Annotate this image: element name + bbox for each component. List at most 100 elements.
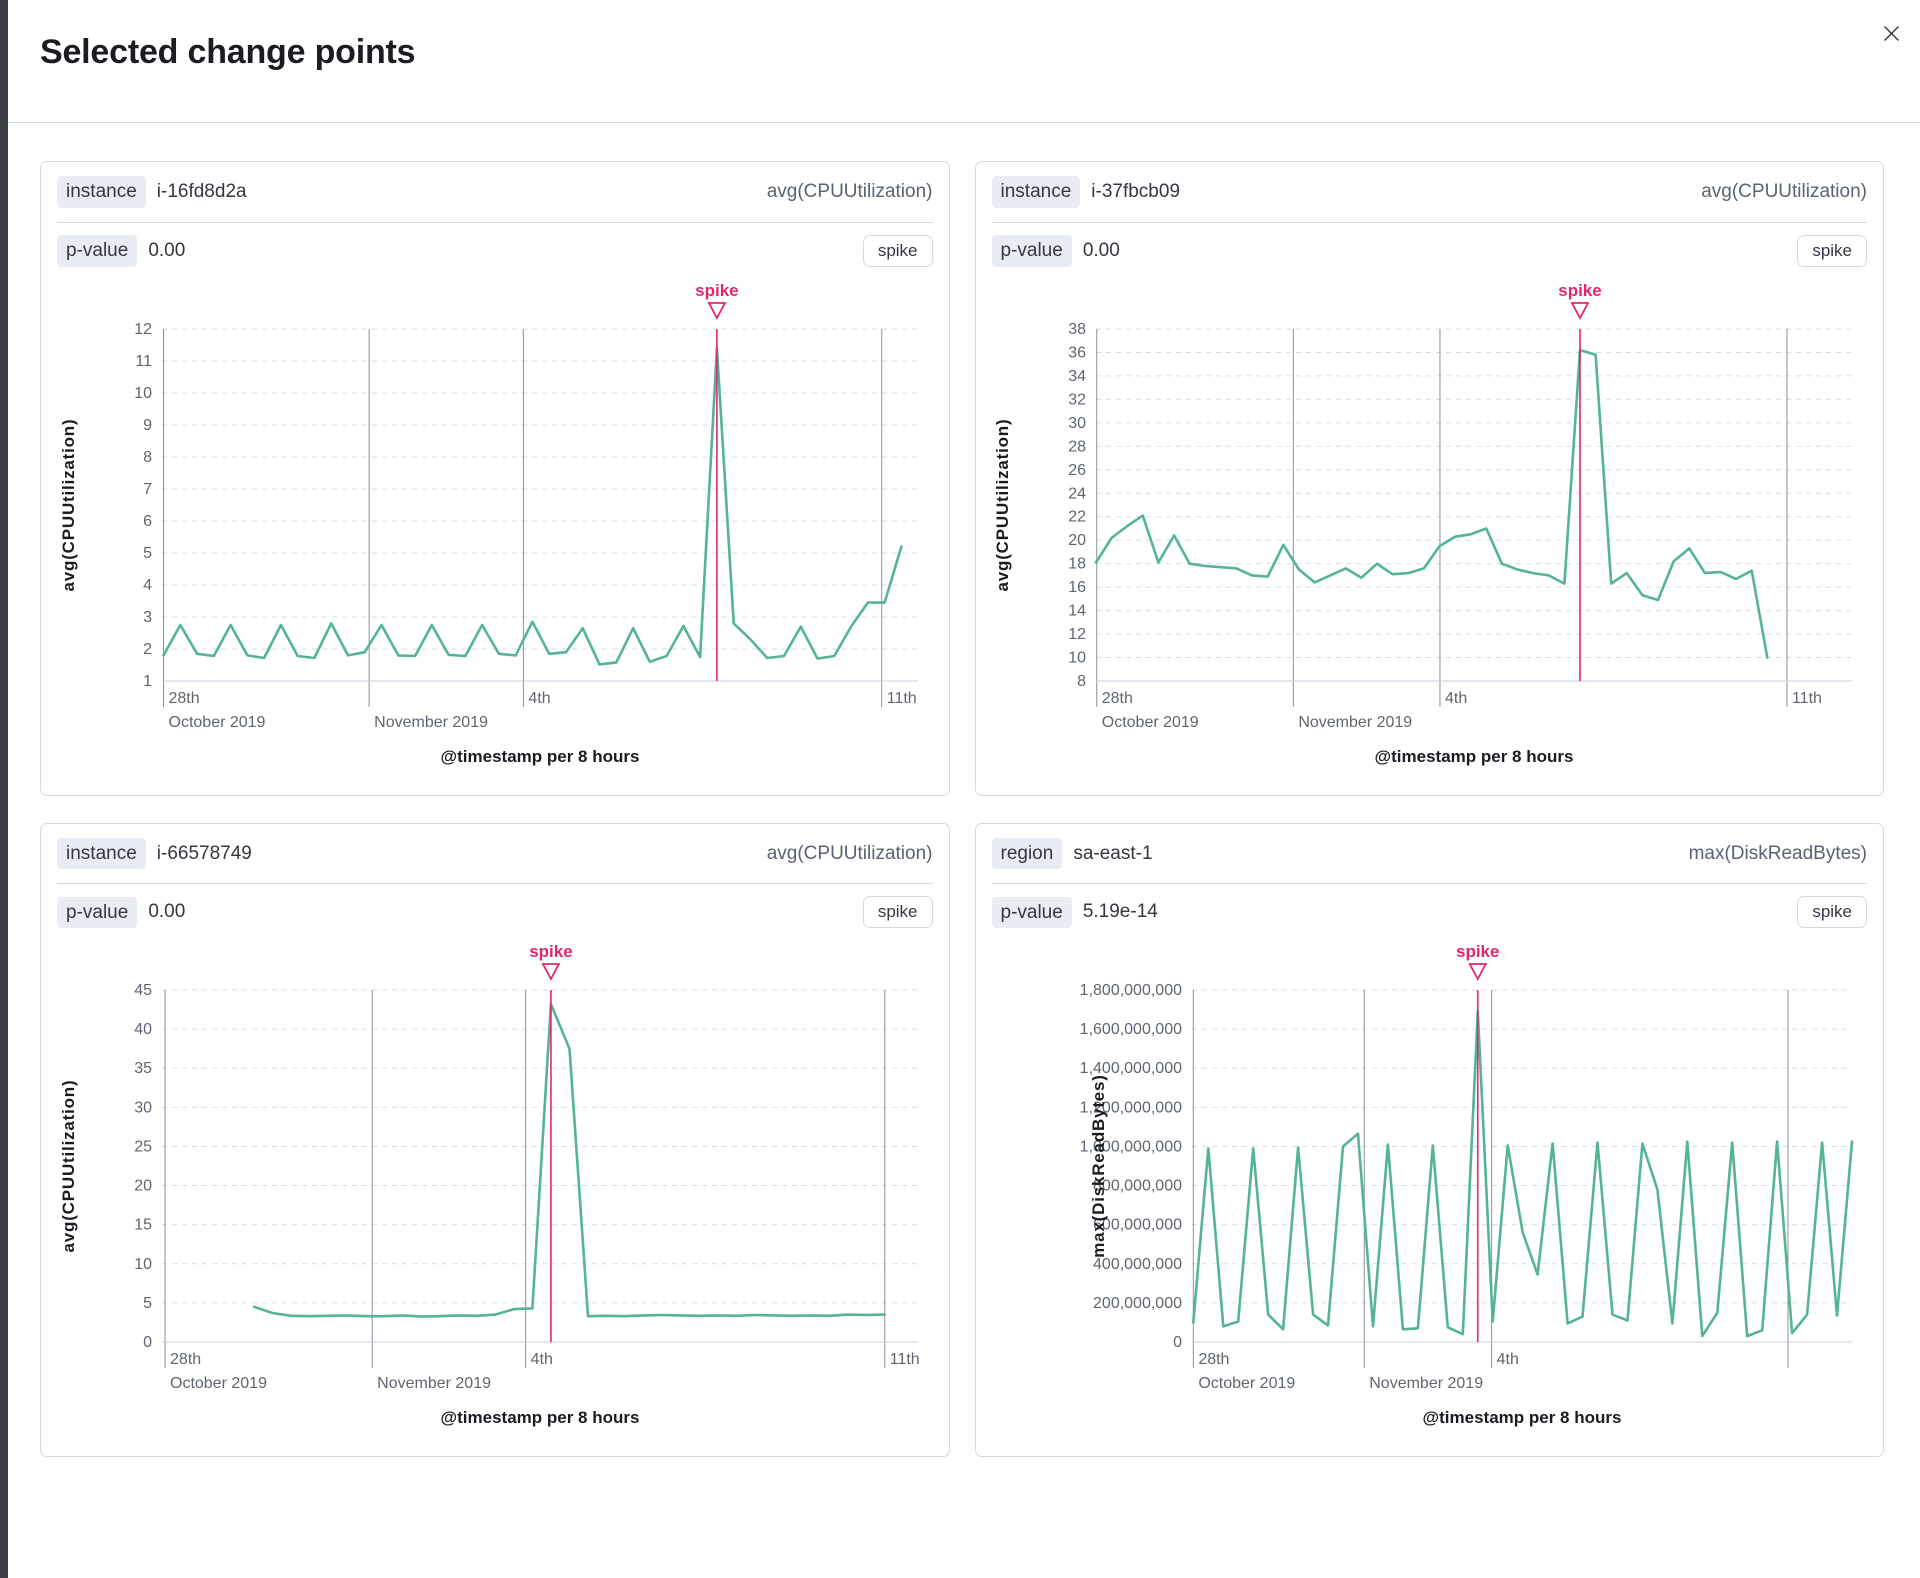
svg-text:9: 9 xyxy=(143,417,152,434)
page-title: Selected change points xyxy=(40,33,416,71)
svg-text:5: 5 xyxy=(143,545,152,562)
metric-label: avg(CPUUtilization) xyxy=(766,842,933,864)
svg-text:November 2019: November 2019 xyxy=(374,714,488,731)
close-button[interactable] xyxy=(1874,16,1908,50)
p-value: 5.19e-14 xyxy=(1082,901,1158,923)
svg-text:6: 6 xyxy=(143,513,152,530)
svg-text:November 2019: November 2019 xyxy=(1299,714,1413,731)
svg-text:28th: 28th xyxy=(1199,1351,1230,1368)
page-overlay-backdrop xyxy=(0,0,8,1578)
svg-text:32: 32 xyxy=(1068,391,1086,408)
svg-text:5: 5 xyxy=(143,1295,152,1312)
close-icon xyxy=(1883,25,1899,41)
svg-text:25: 25 xyxy=(134,1139,152,1156)
svg-text:12: 12 xyxy=(1068,626,1086,643)
svg-text:11: 11 xyxy=(135,353,152,370)
change-point-chart: 1 2 3 4 5 6 7 8 9 10 11 12 28th October 2019 November … xyxy=(41,273,949,773)
p-value-badge: p-value xyxy=(991,234,1072,267)
svg-text:spike: spike xyxy=(695,281,738,300)
svg-text:4th: 4th xyxy=(1445,690,1467,707)
svg-text:400,000,000: 400,000,000 xyxy=(1093,1256,1182,1273)
panel-divider xyxy=(57,883,933,885)
change-point-panel-1: instance i-16fd8d2a avg(CPUUtilization) … xyxy=(40,161,950,796)
svg-text:8: 8 xyxy=(143,449,152,466)
svg-text:@timestamp per 8 hours: @timestamp per 8 hours xyxy=(1375,747,1574,766)
svg-text:20: 20 xyxy=(1068,532,1086,549)
svg-text:20: 20 xyxy=(134,1178,152,1195)
p-value: 0.00 xyxy=(1082,239,1120,261)
svg-text:4th: 4th xyxy=(528,690,550,707)
change-point-chart: 0 200,000,000 400,000,000 600,000,000 800,00… xyxy=(976,934,1884,1434)
split-field-badge: instance xyxy=(57,837,146,870)
svg-text:38: 38 xyxy=(1068,321,1086,338)
svg-text:7: 7 xyxy=(143,481,152,498)
svg-text:10: 10 xyxy=(134,385,152,402)
svg-text:2: 2 xyxy=(143,641,152,658)
svg-text:11th: 11th xyxy=(1792,690,1822,707)
svg-text:28th: 28th xyxy=(170,1351,201,1368)
svg-text:28th: 28th xyxy=(168,690,199,707)
svg-text:11th: 11th xyxy=(889,1351,919,1368)
panel-header-row: instance i-37fbcb09 avg(CPUUtilization) xyxy=(976,162,1884,222)
change-point-panel-2: instance i-37fbcb09 avg(CPUUtilization) … xyxy=(974,161,1884,796)
p-value: 0.00 xyxy=(148,239,186,261)
svg-text:October 2019: October 2019 xyxy=(1199,1375,1296,1392)
svg-text:1,000,000,000: 1,000,000,000 xyxy=(1080,1139,1182,1156)
panel-subheader-row: p-value 5.19e-14 spike xyxy=(976,884,1884,932)
split-field-badge: instance xyxy=(991,176,1081,208)
svg-text:28: 28 xyxy=(1068,438,1086,455)
metric-label: avg(CPUUtilization) xyxy=(1701,180,1867,202)
change-point-panel-3: instance i-66578749 avg(CPUUtilization) … xyxy=(40,822,950,1458)
svg-text:30: 30 xyxy=(134,1100,152,1117)
svg-text:30: 30 xyxy=(1068,415,1086,432)
change-point-grid: instance i-16fd8d2a avg(CPUUtilization) … xyxy=(8,123,1920,1517)
svg-text:11th: 11th xyxy=(886,690,916,707)
svg-text:spike: spike xyxy=(1558,281,1601,300)
svg-text:10: 10 xyxy=(134,1256,152,1273)
svg-text:October 2019: October 2019 xyxy=(170,1375,267,1392)
change-type-button[interactable]: spike xyxy=(1797,234,1867,267)
change-type-button[interactable]: spike xyxy=(1797,896,1867,929)
metric-label: max(DiskReadBytes) xyxy=(1688,842,1867,864)
split-field-badge: instance xyxy=(57,176,146,208)
svg-text:600,000,000: 600,000,000 xyxy=(1093,1217,1182,1234)
svg-text:28th: 28th xyxy=(1102,690,1133,707)
svg-text:15: 15 xyxy=(134,1217,152,1234)
panel-divider xyxy=(991,883,1867,885)
change-type-button[interactable]: spike xyxy=(862,234,933,267)
svg-text:200,000,000: 200,000,000 xyxy=(1093,1295,1182,1312)
svg-text:35: 35 xyxy=(134,1061,152,1078)
svg-text:34: 34 xyxy=(1068,368,1086,385)
panel-subheader-row: p-value 0.00 spike xyxy=(41,884,949,932)
svg-text:avg(CPUUtilization): avg(CPUUtilization) xyxy=(59,1080,78,1253)
svg-text:4: 4 xyxy=(143,577,152,594)
split-field-value: sa-east-1 xyxy=(1073,842,1153,864)
svg-text:4th: 4th xyxy=(530,1351,552,1368)
svg-text:October 2019: October 2019 xyxy=(168,714,265,731)
svg-text:November 2019: November 2019 xyxy=(377,1375,491,1392)
p-value-badge: p-value xyxy=(57,896,138,929)
svg-text:26: 26 xyxy=(1068,462,1086,479)
change-point-chart: 0 5 10 15 20 25 30 35 40 45 28th October 2019 Novemb… xyxy=(41,934,949,1434)
p-value: 0.00 xyxy=(148,901,186,923)
svg-text:16: 16 xyxy=(1068,579,1086,596)
panel-divider xyxy=(991,221,1867,223)
metric-label: avg(CPUUtilization) xyxy=(766,180,933,202)
panel-subheader-row: p-value 0.00 spike xyxy=(976,223,1884,271)
change-type-button[interactable]: spike xyxy=(862,896,933,929)
svg-text:@timestamp per 8 hours: @timestamp per 8 hours xyxy=(1423,1408,1622,1427)
svg-text:0: 0 xyxy=(1173,1334,1182,1351)
split-field-value: i-16fd8d2a xyxy=(156,180,247,202)
svg-text:18: 18 xyxy=(1068,555,1086,572)
svg-text:spike: spike xyxy=(1456,942,1499,961)
svg-text:0: 0 xyxy=(143,1334,152,1351)
change-point-panel-4: region sa-east-1 max(DiskReadBytes) p-va… xyxy=(974,822,1884,1458)
change-points-flyout: Selected change points instance i-16fd8d… xyxy=(8,0,1920,1578)
svg-text:avg(CPUUtilization): avg(CPUUtilization) xyxy=(59,418,78,591)
svg-text:12: 12 xyxy=(134,321,152,338)
svg-text:avg(CPUUtilization): avg(CPUUtilization) xyxy=(993,418,1012,591)
svg-text:1,600,000,000: 1,600,000,000 xyxy=(1080,1022,1182,1039)
svg-text:800,000,000: 800,000,000 xyxy=(1093,1178,1182,1195)
p-value-badge: p-value xyxy=(57,234,138,267)
svg-text:8: 8 xyxy=(1077,673,1086,690)
